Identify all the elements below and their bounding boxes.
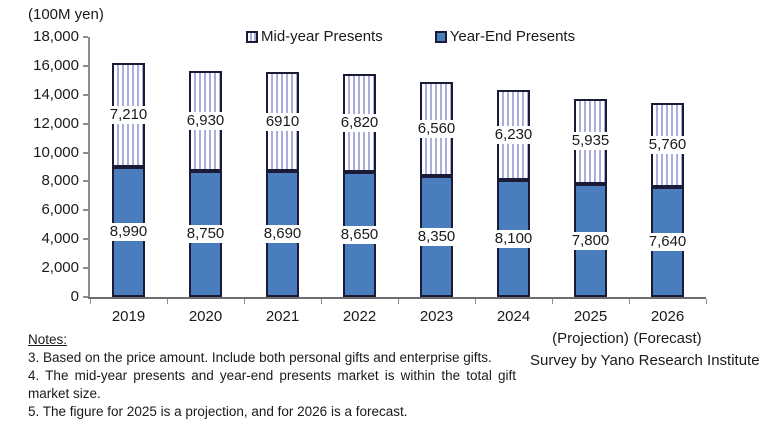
y-tick — [83, 151, 88, 154]
x-tick — [706, 299, 707, 304]
year-end-swatch-icon — [434, 30, 447, 43]
bar-2020-year-end-value: 8,750 — [183, 224, 228, 243]
bar-2026-year-end-value: 7,640 — [645, 232, 690, 251]
legend: Mid-year Presents Year-End Presents — [246, 28, 575, 45]
bar-2021-year-end-value: 8,690 — [260, 225, 305, 244]
x-tick — [552, 299, 553, 304]
legend-item-year-end: Year-End Presents — [434, 28, 576, 45]
y-tick — [83, 209, 88, 212]
bar-2026-mid-year-value: 5,760 — [645, 136, 690, 155]
y-tick — [83, 93, 88, 96]
y-axis — [88, 37, 90, 297]
x-label-2024: 2024 — [496, 308, 531, 325]
y-tick — [83, 180, 88, 183]
x-label-2021: 2021 — [265, 308, 300, 325]
y-axis-label: 6,000 — [41, 201, 79, 219]
y-axis-label: 8,000 — [41, 172, 79, 190]
bar-2020-mid-year-value: 6,930 — [183, 111, 228, 130]
legend-item-mid-year: Mid-year Presents — [246, 28, 383, 45]
x-sublabel-2025: (Projection) — [552, 330, 629, 347]
x-sublabel-2026: (Forecast) — [633, 330, 702, 347]
x-tick — [167, 299, 168, 304]
x-tick — [475, 299, 476, 304]
x-tick — [629, 299, 630, 304]
y-axis-label: 14,000 — [33, 85, 79, 103]
y-axis-label: 12,000 — [33, 114, 79, 132]
note-item-3: 3. Based on the price amount. Include bo… — [28, 350, 492, 365]
bar-2021-mid-year-value: 6910 — [262, 112, 303, 131]
survey-credit: Survey by Yano Research Institute — [530, 352, 760, 369]
bar-2023-mid-year-value: 6,560 — [414, 120, 459, 139]
y-tick — [83, 36, 88, 38]
y-axis-unit-label: (100M yen) — [28, 6, 104, 23]
x-tick — [90, 299, 91, 304]
y-tick — [83, 238, 88, 241]
notes: Notes: 3. Based on the price amount. Inc… — [28, 331, 516, 421]
bar-2025-year-end-value: 7,800 — [568, 231, 613, 250]
note-item-5: 5. The figure for 2025 is a projection, … — [28, 404, 408, 419]
mid-year-swatch-icon — [246, 30, 258, 43]
y-axis-label: 16,000 — [33, 56, 79, 74]
x-tick — [398, 299, 399, 304]
plot-area: 18,000 16,000 14,000 12,000 10,000 8,000 6,000… — [33, 28, 707, 347]
x-label-2020: 2020 — [188, 308, 223, 325]
y-axis-label: 0 — [70, 288, 79, 305]
x-tick — [321, 299, 322, 304]
bar-2019-year-end-value: 8,990 — [106, 223, 151, 242]
bar-2023-year-end-value: 8,350 — [414, 227, 459, 246]
legend-label-mid-year: Mid-year Presents — [261, 28, 383, 45]
y-axis-label: 4,000 — [41, 230, 79, 248]
bar-2022-year-end-value: 8,650 — [337, 225, 382, 244]
bar-2024-mid-year-value: 6,230 — [491, 126, 536, 145]
note-item-4: 4. The mid-year presents and year-end pr… — [28, 368, 516, 401]
notes-heading: Notes: — [28, 332, 68, 347]
x-label-2023: 2023 — [419, 308, 454, 325]
y-tick — [83, 64, 88, 67]
y-axis-label: 18,000 — [33, 28, 79, 45]
y-axis-label: 10,000 — [33, 143, 79, 161]
x-tick — [244, 299, 245, 304]
legend-label-year-end: Year-End Presents — [449, 28, 576, 45]
x-axis — [88, 297, 706, 299]
bar-2024-year-end-value: 8,100 — [491, 229, 536, 248]
y-tick — [83, 267, 88, 270]
bar-2022-mid-year-value: 6,820 — [337, 113, 382, 132]
y-axis-label: 2,000 — [41, 259, 79, 277]
x-label-2025: 2025 — [573, 308, 608, 325]
bar-2019-mid-year-value: 7,210 — [106, 106, 151, 125]
x-label-2022: 2022 — [342, 308, 377, 325]
x-label-2026: 2026 — [650, 308, 685, 325]
x-label-2019: 2019 — [111, 308, 146, 325]
y-tick — [83, 296, 88, 298]
bar-2025-mid-year-value: 5,935 — [568, 132, 613, 151]
y-tick — [83, 122, 88, 125]
